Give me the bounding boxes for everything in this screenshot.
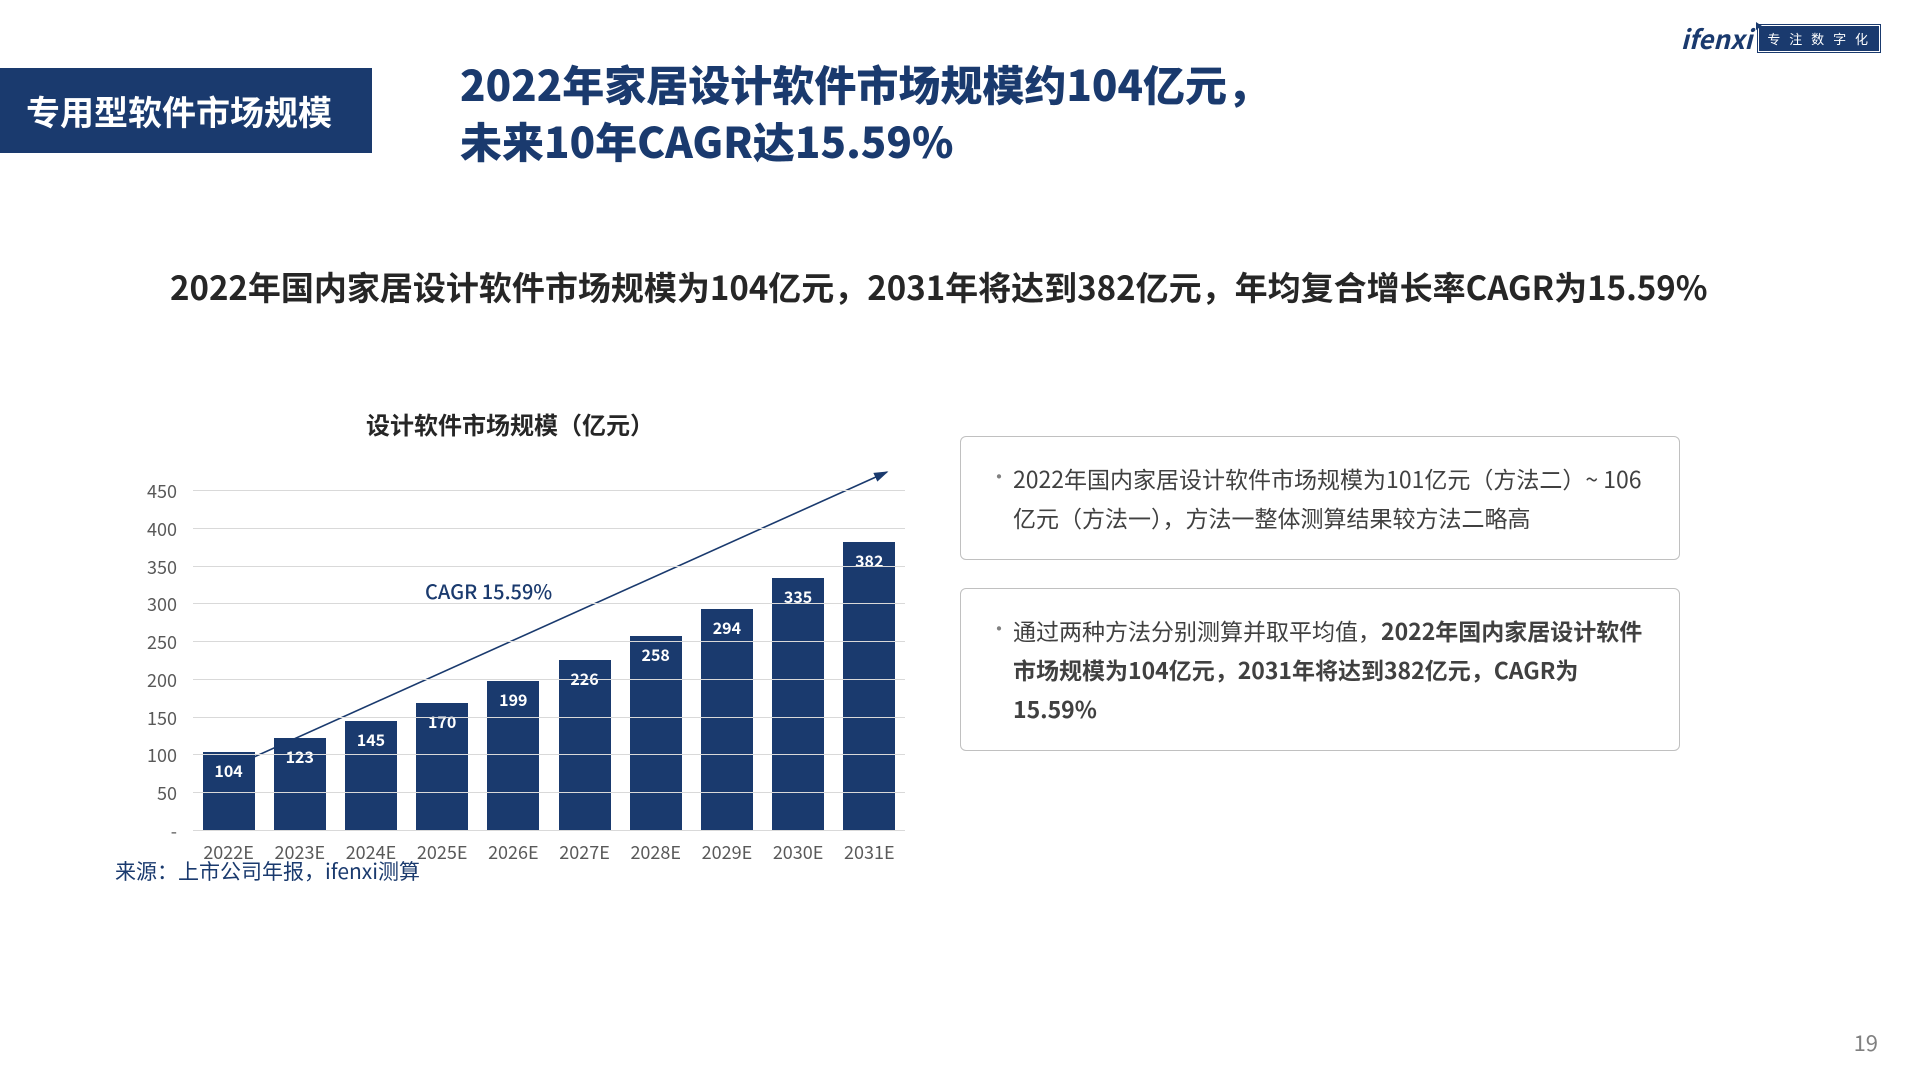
bar: 226 (559, 660, 611, 831)
brand-tagline: 专 注 数 字 化 (1758, 25, 1880, 52)
bar-chart: 设计软件市场规模（亿元） CAGR 15.59% 104123145170199… (115, 406, 905, 865)
chart-plot-area: CAGR 15.59% 1041231451701992262582943353… (115, 455, 905, 865)
bar: 199 (487, 681, 539, 831)
section-tag: 专用型软件市场规模 (0, 68, 372, 153)
y-tick-label: - (135, 818, 177, 844)
bar-value-label: 104 (203, 758, 255, 782)
subtitle-text: 2022年国内家居设计软件市场规模为104亿元，2031年将达到382亿元，年均… (170, 256, 1840, 317)
title-line2: 未来10年CAGR达15.59% (460, 113, 1269, 170)
y-tick-label: 300 (135, 591, 177, 617)
gridline (193, 603, 905, 604)
bullet-column: 2022年国内家居设计软件市场规模为101亿元（方法二）~ 106亿元（方法一）… (960, 436, 1680, 779)
bar: 258 (630, 636, 682, 831)
bar-value-label: 170 (416, 709, 468, 733)
gridline (193, 792, 905, 793)
bullet-box-2: 通过两种方法分别测算并取平均值，2022年国内家居设计软件市场规模为104亿元，… (960, 588, 1680, 751)
brand-name: ifenxi (1681, 20, 1753, 57)
gridline (193, 566, 905, 567)
bar: 123 (274, 738, 326, 831)
title-line1: 2022年家居设计软件市场规模约104亿元， (460, 56, 1269, 113)
bullet-1-text: 2022年国内家居设计软件市场规模为101亿元（方法二）~ 106亿元（方法一）… (989, 459, 1651, 537)
page-title: 2022年家居设计软件市场规模约104亿元， 未来10年CAGR达15.59% (460, 56, 1269, 169)
page-number: 19 (1854, 1026, 1878, 1058)
gridline (193, 754, 905, 755)
gridline (193, 528, 905, 529)
x-tick-label: 2026E (483, 839, 543, 865)
bar-value-label: 382 (843, 548, 895, 572)
bar: 382 (843, 542, 895, 831)
bar: 145 (345, 721, 397, 831)
y-tick-label: 50 (135, 780, 177, 806)
x-tick-label: 2027E (555, 839, 615, 865)
gridline (193, 641, 905, 642)
bar-value-label: 199 (487, 687, 539, 711)
y-tick-label: 150 (135, 705, 177, 731)
gridline (193, 679, 905, 680)
gridline (193, 830, 905, 831)
x-tick-label: 2030E (768, 839, 828, 865)
bar: 294 (701, 609, 753, 831)
bullet-2-text: 通过两种方法分别测算并取平均值，2022年国内家居设计软件市场规模为104亿元，… (989, 611, 1651, 728)
y-tick-label: 250 (135, 629, 177, 655)
chart-source: 来源：上市公司年报，ifenxi测算 (115, 856, 420, 886)
x-tick-label: 2028E (626, 839, 686, 865)
bar: 170 (416, 703, 468, 831)
brand-logo: ifenxi 专 注 数 字 化 (1681, 20, 1880, 57)
gridline (193, 717, 905, 718)
chart-title: 设计软件市场规模（亿元） (115, 406, 905, 441)
y-tick-label: 350 (135, 554, 177, 580)
y-tick-label: 450 (135, 478, 177, 504)
x-tick-label: 2025E (412, 839, 472, 865)
bar-value-label: 258 (630, 642, 682, 666)
x-tick-label: 2031E (839, 839, 899, 865)
gridline (193, 490, 905, 491)
y-tick-label: 400 (135, 516, 177, 542)
bar-value-label: 123 (274, 744, 326, 768)
x-tick-label: 2029E (697, 839, 757, 865)
bullet-box-1: 2022年国内家居设计软件市场规模为101亿元（方法二）~ 106亿元（方法一）… (960, 436, 1680, 560)
bar-value-label: 294 (701, 615, 753, 639)
y-tick-label: 100 (135, 742, 177, 768)
bar-value-label: 145 (345, 727, 397, 751)
bar-row: 104123145170199226258294335382 (193, 491, 905, 831)
y-tick-label: 200 (135, 667, 177, 693)
